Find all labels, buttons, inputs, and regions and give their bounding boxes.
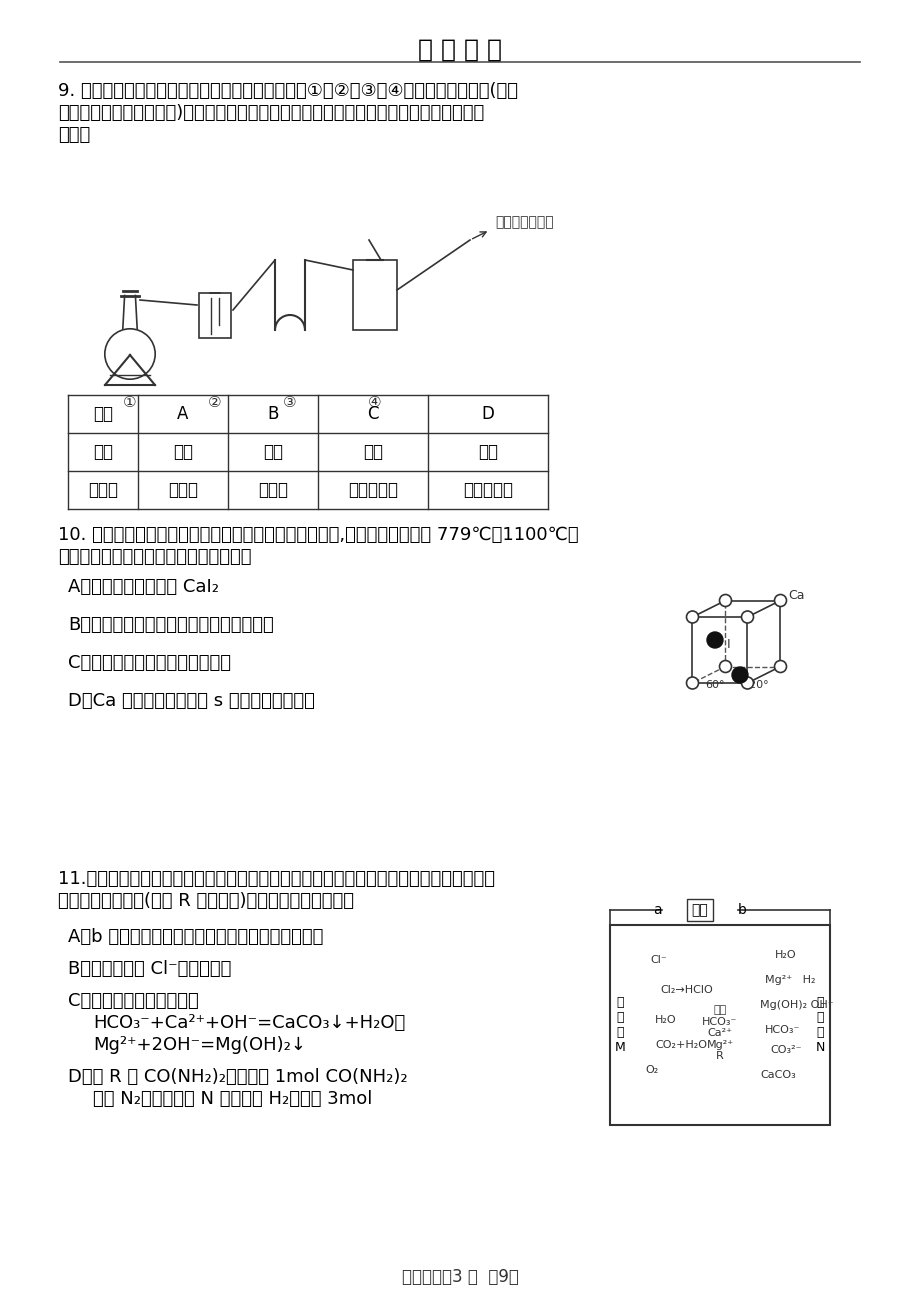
Text: C．流程中发生离子反应：: C．流程中发生离子反应：	[68, 992, 199, 1010]
Bar	[609, 924, 829, 1125]
Text: 五氧化二磷: 五氧化二磷	[347, 480, 398, 499]
Text: B．处理过程中 Cl⁻可循环利用: B．处理过程中 Cl⁻可循环利用	[68, 960, 231, 978]
Text: Ca: Ca	[788, 589, 804, 602]
Text: D: D	[481, 405, 494, 423]
Text: CO₂+H₂O: CO₂+H₂O	[654, 1040, 706, 1049]
Bar	[353, 260, 397, 329]
Text: 化学试卷第3 页  共9页: 化学试卷第3 页 共9页	[401, 1268, 518, 1286]
Circle shape	[774, 595, 786, 607]
Text: ②: ②	[208, 395, 221, 410]
Text: 120°: 120°	[742, 680, 768, 690]
Text: Cl₂→HClO: Cl₂→HClO	[659, 986, 712, 995]
Text: 选项: 选项	[93, 405, 113, 423]
Text: A．该物质的化学式是 CaI₂: A．该物质的化学式是 CaI₂	[68, 578, 219, 596]
Text: 行的是: 行的是	[58, 126, 90, 145]
Text: 浓硫酸: 浓硫酸	[257, 480, 288, 499]
Text: D．Ca 在周期表中所处的 s 区含有非金属元素: D．Ca 在周期表中所处的 s 区含有非金属元素	[68, 691, 314, 710]
Text: 气体: 气体	[93, 443, 113, 461]
Text: 9. 实验室制备某常见气体的装置如下图所示，其中①、②、③、④分别为制备、除杂(除非: 9. 实验室制备某常见气体的装置如下图所示，其中①、②、③、④分别为制备、除杂(…	[58, 82, 517, 100]
Text: CaCO₃: CaCO₃	[759, 1070, 795, 1079]
Text: I: I	[726, 638, 730, 651]
Text: 生成 N₂时，铂电极 N 处产生的 H₂应大于 3mol: 生成 N₂时，铂电极 N 处产生的 H₂应大于 3mol	[93, 1090, 372, 1108]
Text: 干燥剂: 干燥剂	[88, 480, 118, 499]
Text: ③: ③	[283, 395, 297, 410]
Text: 10. 碘和钙形成的某种可溶性二元化合物常用于医药方面,其熔、沸点分别为 779℃、1100℃，: 10. 碘和钙形成的某种可溶性二元化合物常用于医药方面,其熔、沸点分别为 779…	[58, 526, 578, 544]
Text: CO₃²⁻: CO₃²⁻	[769, 1046, 800, 1055]
Text: D．若 R 为 CO(NH₂)₂，则消耗 1mol CO(NH₂)₂: D．若 R 为 CO(NH₂)₂，则消耗 1mol CO(NH₂)₂	[68, 1068, 407, 1086]
Circle shape	[719, 595, 731, 607]
Text: a: a	[652, 904, 662, 917]
Text: 术，原理如图所示(其中 R 为有机物)。下列说法不正确的是: 术，原理如图所示(其中 R 为有机物)。下列说法不正确的是	[58, 892, 354, 910]
Text: C．该化合物熔、沸点高于氟化钙: C．该化合物熔、沸点高于氟化钙	[68, 654, 231, 672]
Text: HCO₃⁻: HCO₃⁻	[765, 1025, 800, 1035]
Text: C: C	[367, 405, 379, 423]
Text: Cl⁻: Cl⁻	[650, 954, 666, 965]
Text: H₂O: H₂O	[654, 1016, 675, 1025]
Circle shape	[732, 667, 747, 684]
Bar	[199, 293, 231, 339]
Text: Mg²⁺   H₂: Mg²⁺ H₂	[765, 975, 814, 986]
Text: 电源: 电源	[691, 904, 708, 917]
Text: b: b	[737, 904, 746, 917]
Circle shape	[741, 611, 753, 622]
Text: 水杂质，如无必要可省略)、干燥和收集装置，下列所制备的气体和所选干燥剂的组合中可: 水杂质，如无必要可省略)、干燥和收集装置，下列所制备的气体和所选干燥剂的组合中可	[58, 104, 483, 122]
Circle shape	[706, 631, 722, 648]
Circle shape	[741, 677, 753, 689]
Circle shape	[686, 677, 698, 689]
Text: HCO₃⁻+Ca²⁺+OH⁻=CaCO₃↓+H₂O，: HCO₃⁻+Ca²⁺+OH⁻=CaCO₃↓+H₂O，	[93, 1014, 404, 1032]
Text: 接尾气处理装置: 接尾气处理装置	[494, 215, 553, 229]
Text: ④: ④	[368, 395, 381, 410]
Text: 化 学 试 卷: 化 学 试 卷	[417, 38, 502, 62]
Text: 无水氯化钙: 无水氯化钙	[462, 480, 513, 499]
Text: 碱石灰: 碱石灰	[168, 480, 198, 499]
Text: Mg(OH)₂ OH⁻: Mg(OH)₂ OH⁻	[759, 1000, 833, 1010]
Circle shape	[686, 611, 698, 622]
Text: 氯气: 氯气	[263, 443, 283, 461]
Text: B: B	[267, 405, 278, 423]
Text: ①: ①	[123, 395, 137, 410]
Text: A: A	[177, 405, 188, 423]
Text: 硬水
HCO₃⁻
Ca²⁺
Mg²⁺
R: 硬水 HCO₃⁻ Ca²⁺ Mg²⁺ R	[701, 1005, 737, 1061]
Text: H₂O: H₂O	[774, 950, 796, 960]
Text: 晶胞结构如图所示。下列说法不正确的是: 晶胞结构如图所示。下列说法不正确的是	[58, 548, 251, 566]
Text: 氧气: 氧气	[173, 443, 193, 461]
Text: Mg²⁺+2OH⁻=Mg(OH)₂↓: Mg²⁺+2OH⁻=Mg(OH)₂↓	[93, 1036, 306, 1055]
Text: B．该物质在熔融状态和水溶液中均可导电: B．该物质在熔融状态和水溶液中均可导电	[68, 616, 274, 634]
Circle shape	[719, 660, 731, 673]
Text: 铂
电
极
M: 铂 电 极 M	[614, 996, 625, 1055]
Text: 铂
电
极
N: 铂 电 极 N	[814, 996, 823, 1055]
Text: 11.硬水除垢可以让循环冷却水系统稳定运行。某科研团队改进了主动式电化学硬水处理技: 11.硬水除垢可以让循环冷却水系统稳定运行。某科研团队改进了主动式电化学硬水处理…	[58, 870, 494, 888]
Text: 氢气: 氢气	[363, 443, 382, 461]
Text: O₂: O₂	[644, 1065, 657, 1075]
Text: 氨气: 氨气	[478, 443, 497, 461]
Circle shape	[774, 660, 786, 673]
Text: A．b 端为电源正极，处理后的水垢沉淀在阳极底部: A．b 端为电源正极，处理后的水垢沉淀在阳极底部	[68, 928, 323, 947]
Text: 60°: 60°	[704, 680, 724, 690]
